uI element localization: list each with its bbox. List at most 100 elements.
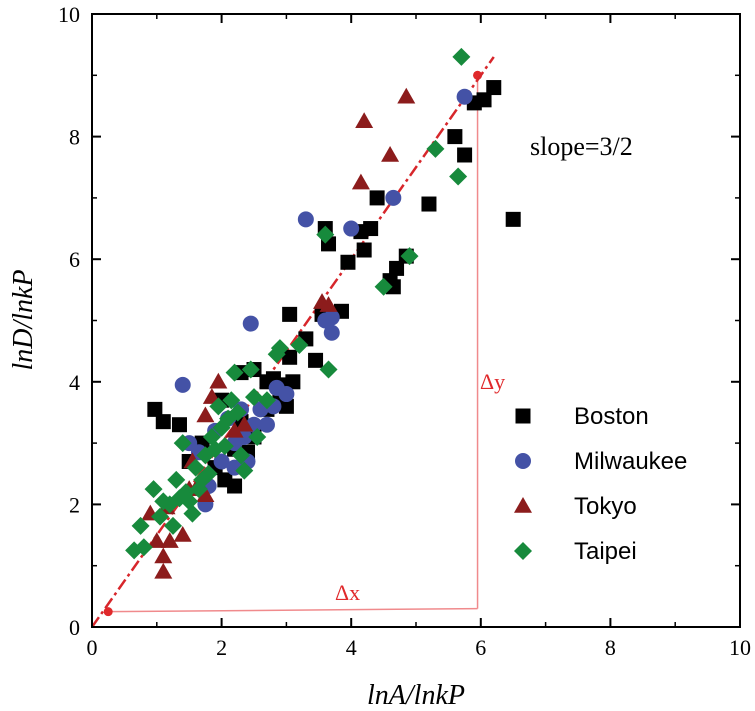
- data-point: [227, 478, 243, 494]
- data-point: [144, 480, 163, 499]
- data-point: [421, 196, 437, 212]
- data-point: [209, 397, 228, 416]
- data-point: [147, 401, 163, 417]
- legend-label-boston: Boston: [574, 403, 649, 430]
- y-tick-label: 2: [69, 492, 80, 517]
- y-axis-title: lnD/lnkP: [8, 269, 39, 370]
- legend-marker-tokyo: [514, 497, 532, 513]
- data-point: [242, 315, 259, 332]
- legend-marker-boston: [515, 408, 531, 424]
- data-point: [316, 225, 335, 244]
- y-tick-label: 6: [69, 247, 80, 272]
- x-tick-label: 8: [605, 635, 616, 660]
- x-tick-label: 6: [475, 635, 486, 660]
- data-point: [278, 398, 294, 414]
- data-point: [369, 190, 385, 206]
- data-point: [374, 277, 393, 296]
- legend-marker-milwaukee: [515, 453, 531, 469]
- data-point: [173, 434, 192, 453]
- axis-ticks: 0 2 4 6 8 10 0 2 4 6 8 10: [58, 2, 751, 660]
- y-tick-label: 4: [69, 370, 80, 395]
- data-point: [278, 386, 295, 403]
- series-boston: [147, 80, 521, 494]
- data-point: [131, 516, 150, 535]
- data-point: [232, 446, 251, 465]
- plot-frame: [91, 13, 741, 628]
- data-point: [447, 129, 463, 145]
- fit-line-layer: [90, 56, 495, 628]
- legend-marker-taipei: [514, 542, 532, 560]
- data-point: [209, 372, 228, 389]
- data-point: [505, 211, 521, 227]
- data-point: [282, 349, 298, 365]
- data-point: [385, 189, 402, 206]
- data-point: [225, 363, 244, 382]
- series-taipei: [125, 47, 471, 560]
- y-tick-label: 0: [69, 615, 80, 640]
- data-point: [180, 492, 199, 511]
- data-point: [297, 211, 314, 228]
- legend-label-taipei: Taipei: [574, 538, 637, 565]
- data-point: [155, 414, 171, 430]
- data-point: [457, 147, 473, 163]
- data-point: [356, 242, 372, 258]
- data-point: [397, 87, 416, 104]
- data-point: [476, 92, 492, 108]
- data-point: [151, 507, 170, 526]
- data-point: [323, 324, 340, 341]
- data-point: [400, 247, 419, 266]
- data-point: [235, 461, 254, 480]
- x-tick-label: 2: [216, 635, 227, 660]
- data-point: [241, 360, 260, 379]
- data-point: [202, 427, 221, 446]
- data-point: [486, 80, 502, 96]
- data-point: [426, 139, 445, 158]
- delta-y-label: Δy: [480, 369, 505, 394]
- data-point: [228, 403, 247, 422]
- data-point: [285, 374, 301, 390]
- delta-x-line: [108, 607, 478, 613]
- data-points: [125, 47, 521, 579]
- data-point: [385, 279, 401, 295]
- data-point: [282, 306, 298, 322]
- data-point: [290, 336, 309, 355]
- data-point: [389, 260, 405, 276]
- data-point: [147, 532, 166, 548]
- data-point: [222, 391, 241, 410]
- data-point: [257, 391, 276, 410]
- y-tick-label: 8: [69, 125, 80, 150]
- data-point: [363, 221, 379, 237]
- data-point: [351, 173, 370, 190]
- data-point: [355, 112, 374, 129]
- legend: Boston Milwaukee Tokyo Taipei: [514, 403, 687, 565]
- delta-x-label: Δx: [335, 580, 360, 605]
- legend-label-milwaukee: Milwaukee: [574, 448, 687, 475]
- data-point: [308, 352, 324, 368]
- data-point: [381, 145, 400, 162]
- data-point: [319, 296, 338, 312]
- data-point: [245, 388, 263, 407]
- data-point: [343, 220, 360, 237]
- data-point: [215, 437, 234, 456]
- data-point: [199, 464, 218, 483]
- data-point: [196, 486, 215, 502]
- series-tokyo: [141, 87, 416, 579]
- data-point: [167, 470, 186, 489]
- data-point: [134, 538, 153, 557]
- data-point: [340, 254, 356, 270]
- legend-label-tokyo: Tokyo: [574, 493, 637, 520]
- data-point: [174, 376, 191, 393]
- slope-annotation: slope=3/2: [530, 132, 633, 161]
- data-point: [173, 526, 192, 542]
- data-point: [186, 458, 205, 477]
- data-point: [449, 167, 468, 186]
- y-tick-label: 10: [58, 2, 80, 27]
- data-point: [183, 504, 202, 523]
- data-point: [154, 562, 173, 579]
- triangle-start-dot: [103, 607, 113, 617]
- data-point: [452, 47, 471, 66]
- data-point: [154, 547, 173, 564]
- data-point: [319, 360, 338, 379]
- fit-line: [90, 56, 495, 628]
